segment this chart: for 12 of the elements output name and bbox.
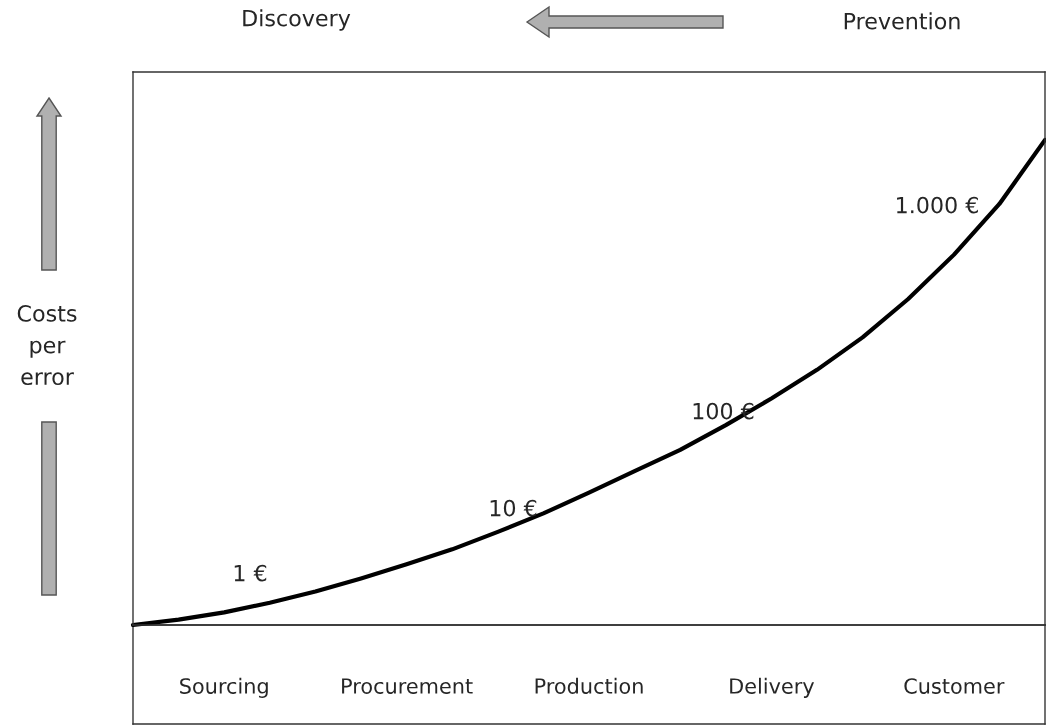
x-tick-label: Sourcing	[180, 677, 268, 698]
y-axis-title: Costs per error	[17, 305, 77, 386]
text: Prevention	[844, 12, 960, 30]
x-tick-label: Delivery	[730, 677, 815, 698]
x-tick-label: Procurement	[342, 678, 473, 694]
text: Discovery	[243, 9, 351, 31]
annotation: 1 €	[234, 564, 267, 582]
annotation: 10 €	[490, 499, 537, 517]
x-tick-label: Production	[535, 677, 643, 694]
annotation: 100 €	[693, 402, 754, 420]
annotation: 1.000 €	[897, 196, 978, 214]
x-tick-label: Customer	[904, 678, 1005, 694]
